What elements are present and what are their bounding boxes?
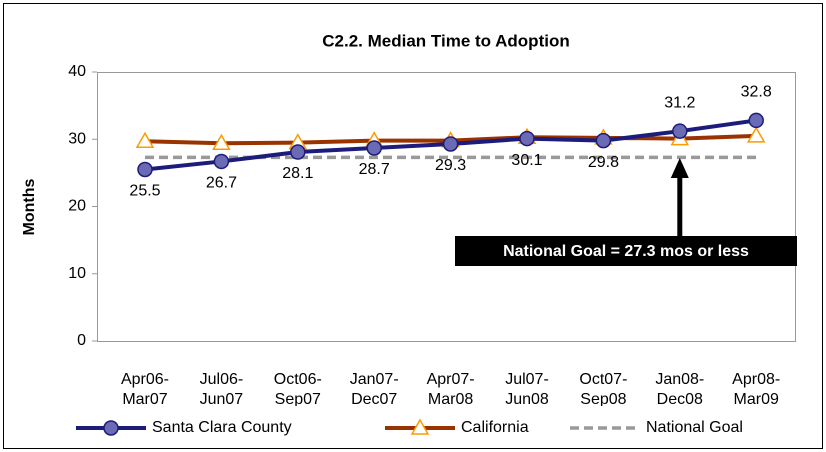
- y-tick-label: 40: [68, 63, 86, 80]
- x-tick-label: Jan07-Dec07: [350, 371, 399, 408]
- data-label: 31.2: [664, 94, 695, 111]
- y-tick-label: 30: [68, 130, 86, 147]
- x-tick-label: Apr08-Mar09: [732, 371, 780, 408]
- x-tick-label: Oct06-Sep07: [274, 371, 322, 408]
- point: [135, 131, 155, 149]
- point: [137, 161, 153, 178]
- annotation-box: [455, 236, 797, 266]
- chart-title: C2.2. Median Time to Adoption: [322, 31, 569, 50]
- annotation-arrowhead: [670, 158, 689, 178]
- y-tick-label: 10: [68, 265, 86, 282]
- plot-area: [97, 72, 796, 342]
- point: [442, 136, 459, 152]
- legend-label: National Goal: [646, 419, 743, 436]
- x-tick-label: Apr07-Mar08: [427, 371, 475, 408]
- series: 25.5 26.7 28.1 28.7 29.3 30.1 29.8 31.2 32.8: [129, 84, 771, 200]
- legend-label: Santa Clara County: [152, 419, 292, 436]
- x-tick-label: Jul06-Jun07: [200, 371, 244, 408]
- data-label: 28.1: [282, 165, 313, 182]
- point: [746, 126, 766, 143]
- point: [595, 132, 612, 149]
- data-label: 28.7: [359, 161, 390, 178]
- annotation: National Goal = 27.3 mos or less: [503, 243, 749, 260]
- x-tick-label: Jan08-Dec08: [655, 371, 704, 408]
- data-label: 25.5: [129, 183, 160, 200]
- x-tick-label: Oct07-Sep08: [579, 371, 627, 408]
- y-tick-label: 0: [77, 332, 86, 349]
- point: [366, 140, 382, 156]
- y-tick-label: 20: [68, 198, 86, 215]
- point: [290, 144, 306, 160]
- data-label: 29.3: [435, 157, 466, 174]
- legend-marker: [103, 420, 119, 436]
- legend-label: California: [461, 419, 529, 436]
- point: [213, 153, 230, 170]
- data-label: 32.8: [741, 84, 772, 101]
- point: [748, 112, 764, 129]
- point: [672, 123, 688, 139]
- point: [519, 130, 535, 147]
- x-tick-label: Apr06-Mar07: [121, 371, 169, 408]
- legend-marker: [410, 418, 430, 435]
- data-label: 30.1: [511, 152, 542, 169]
- x-tick-label: Jul07-Jun08: [505, 371, 549, 408]
- data-label: 26.7: [206, 175, 237, 192]
- point: [212, 133, 231, 151]
- data-label: 29.8: [588, 154, 619, 171]
- y-axis-label: Months: [21, 178, 38, 235]
